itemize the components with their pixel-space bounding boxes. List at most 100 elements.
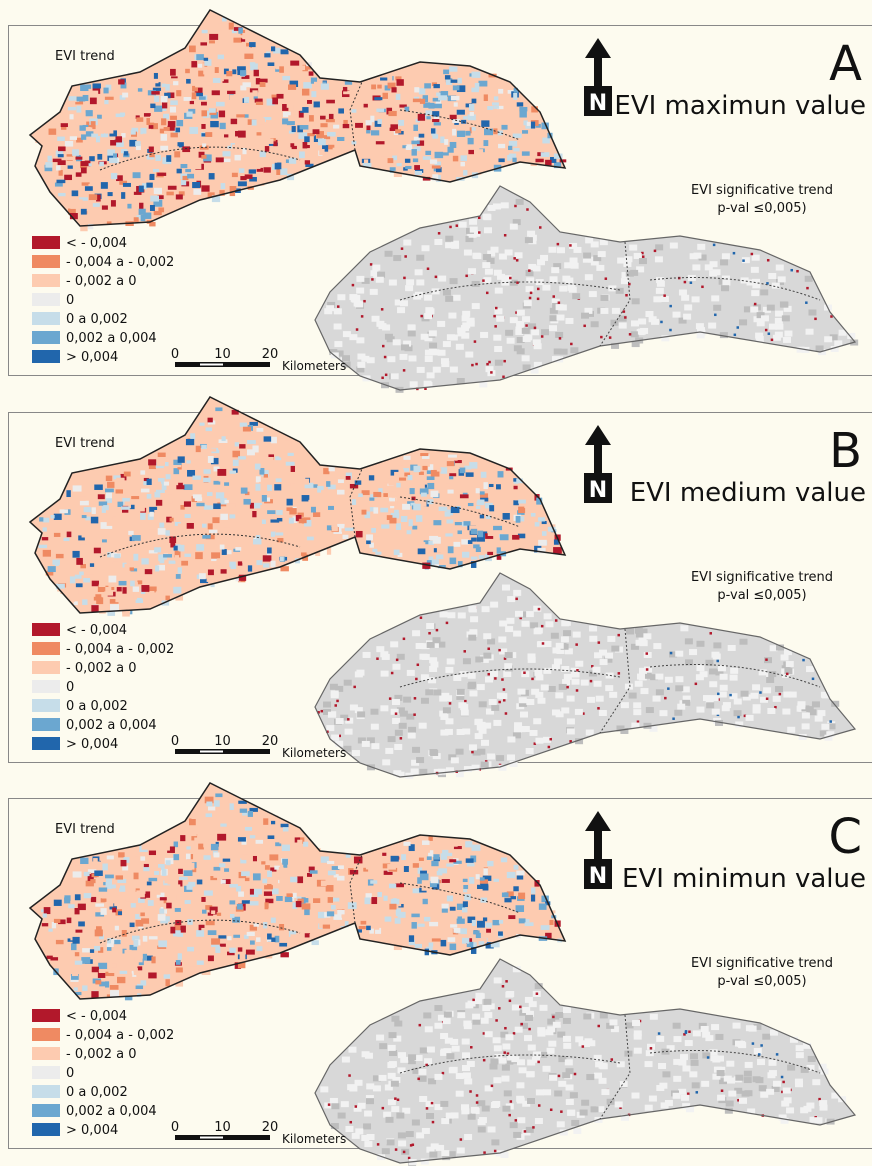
trend-pixel [82,515,87,518]
significance-pixel [701,1081,709,1087]
trend-pixel [227,91,235,94]
significance-pixel [469,606,477,612]
trend-pixel [369,498,374,501]
significance-pixel [323,702,331,708]
trend-pixel [90,949,94,953]
trend-pixel [447,490,453,494]
trend-pixel [190,433,195,440]
significance-pixel [485,676,493,682]
trend-pixel [204,890,213,895]
significance-pixel [773,696,781,702]
significance-pixel [685,1031,688,1034]
significance-pixel [503,671,511,677]
trend-pixel [233,38,241,43]
trend-pixel [463,885,468,889]
significance-pixel [670,243,678,249]
trend-pixel [516,871,524,876]
trend-pixel [472,920,476,926]
significance-pixel [605,685,613,691]
significance-pixel [596,696,604,702]
trend-pixel [159,164,163,171]
trend-pixel [321,83,329,89]
trend-pixel [57,137,65,141]
trend-pixel [184,58,190,64]
trend-pixel [82,534,89,538]
significance-pixel [696,641,704,647]
trend-pixel [145,891,150,897]
trend-pixel [82,175,90,179]
significance-pixel [528,1045,536,1051]
trend-pixel [281,85,288,89]
legend-label: 0,002 a 0,004 [66,331,157,346]
trend-pixel [246,950,255,955]
trend-pixel [163,844,170,851]
trend-pixel [148,523,156,530]
trend-pixel [409,519,413,526]
significance-pixel [350,1121,353,1124]
trend-pixel [297,876,303,883]
trend-pixel [250,940,255,944]
significance-pixel [711,695,719,701]
significance-pixel [458,612,466,618]
trend-pixel [154,891,161,895]
significance-pixel [662,1071,670,1077]
significance-pixel [389,280,397,286]
significance-pixel [751,253,754,256]
significance-pixel [391,1081,399,1087]
trend-pixel [280,168,287,175]
trend-pixel [81,161,89,166]
trend-pixel [463,521,470,525]
trend-pixel [270,561,275,568]
significance-pixel [709,270,717,276]
trend-pixel [221,880,226,884]
significance-pixel [417,664,420,667]
significance-pixel [464,700,467,703]
trend-pixel [536,510,543,516]
trend-pixel [418,924,425,927]
trend-pixel [96,926,102,933]
trend-pixel [239,168,244,173]
trend-pixel [412,922,417,929]
trend-pixel [231,119,237,124]
trend-pixel [469,462,477,469]
trend-pixel [199,423,204,426]
trend-pixel [121,506,130,509]
trend-pixel [216,157,224,162]
significance-pixel [751,290,759,296]
trend-pixel [401,516,407,522]
trend-pixel [403,456,410,460]
trend-pixel [176,90,181,96]
significance-pixel [783,1088,791,1094]
legend-label: 0 [66,680,74,695]
trend-pixel [73,871,82,877]
trend-pixel [206,921,215,926]
trend-pixel [395,846,403,851]
trend-pixel [481,472,487,478]
significance-pixel [549,325,557,331]
trend-pixel [486,515,491,519]
trend-pixel [483,140,488,146]
trend-pixel [105,902,114,906]
significance-pixel [459,222,467,228]
significance-pixel [609,1019,617,1025]
trend-pixel [181,180,186,186]
significance-pixel [786,1107,794,1113]
trend-pixel [285,524,292,529]
trend-pixel [305,160,310,164]
trend-pixel [290,877,297,882]
significance-pixel [356,337,364,343]
scale-label: 0 [171,734,179,749]
trend-pixel [179,545,185,552]
scale-label: 20 [262,1120,279,1135]
trend-pixel [158,914,166,921]
trend-pixel [496,484,501,489]
trend-pixel [376,109,384,112]
significance-pixel [357,362,365,368]
significance-pixel [509,277,512,280]
legend-swatch [32,1085,60,1098]
significance-pixel [400,1057,408,1063]
significance-pixel [564,674,572,680]
significance-pixel [596,265,604,271]
significance-pixel [356,288,364,294]
trend-pixel [309,115,314,121]
